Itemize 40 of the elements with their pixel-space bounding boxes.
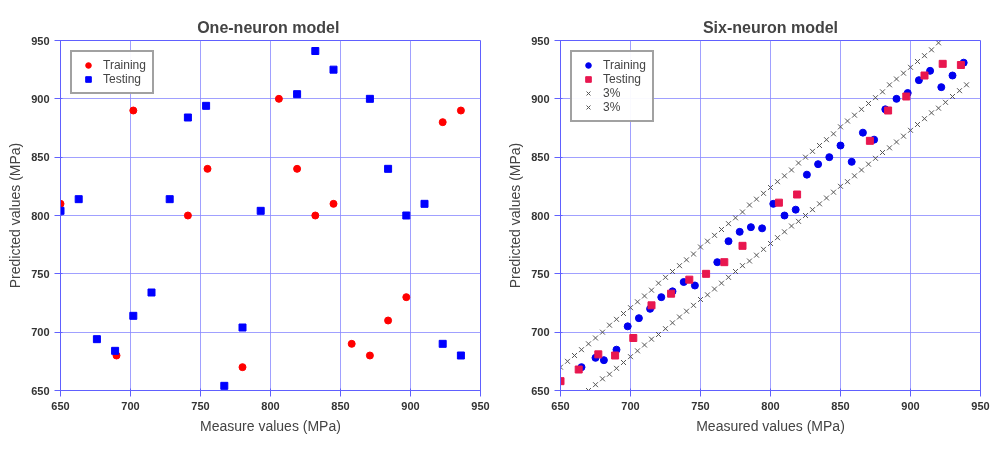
legend-label: Training xyxy=(603,58,646,72)
x-tick-label: 800 xyxy=(261,399,280,412)
y-tick-label: 900 xyxy=(31,92,50,105)
y-tick-label: 850 xyxy=(31,151,50,164)
x-axis-title: Measured values (MPa) xyxy=(696,417,845,434)
y-tick-label: 800 xyxy=(531,209,550,222)
y-axis-title: Predicted values (MPa) xyxy=(507,142,524,289)
y-tick-label: 850 xyxy=(531,151,550,164)
y-tick-label: 650 xyxy=(31,384,50,397)
x-tick-label: 650 xyxy=(51,399,70,412)
x-tick-label: 850 xyxy=(331,399,350,412)
legend-label: Testing xyxy=(603,72,642,86)
x-tick-label: 750 xyxy=(191,399,210,412)
y-tick-label: 700 xyxy=(531,326,550,339)
y-tick-label: 750 xyxy=(531,267,550,280)
x-tick-label: 950 xyxy=(971,399,990,412)
y-tick-label: 950 xyxy=(31,34,50,47)
x-tick-label: 950 xyxy=(471,399,490,412)
y-tick-label: 700 xyxy=(31,326,50,339)
legend-label: 3% xyxy=(603,86,622,100)
y-tick-label: 900 xyxy=(531,92,550,105)
y-tick-label: 650 xyxy=(531,384,550,397)
chart-title: One-neuron model xyxy=(197,18,340,36)
y-tick-label: 750 xyxy=(31,267,50,280)
x-tick-label: 700 xyxy=(621,399,640,412)
legend-label: Training xyxy=(103,58,146,72)
legend-label: 3% xyxy=(603,100,622,114)
y-axis-title: Predicted values (MPa) xyxy=(7,142,24,289)
x-tick-label: 700 xyxy=(121,399,140,412)
x-tick-label: 900 xyxy=(401,399,420,412)
chart-title: Six-neuron model xyxy=(702,18,839,36)
x-tick-label: 650 xyxy=(551,399,570,412)
legend-label: Testing xyxy=(103,72,142,86)
x-axis-title: Measure values (MPa) xyxy=(200,417,341,434)
x-tick-label: 800 xyxy=(761,399,780,412)
x-tick-label: 900 xyxy=(901,399,920,412)
y-tick-label: 800 xyxy=(31,209,50,222)
x-tick-label: 850 xyxy=(831,399,850,412)
y-tick-label: 950 xyxy=(531,34,550,47)
x-tick-label: 750 xyxy=(691,399,710,412)
